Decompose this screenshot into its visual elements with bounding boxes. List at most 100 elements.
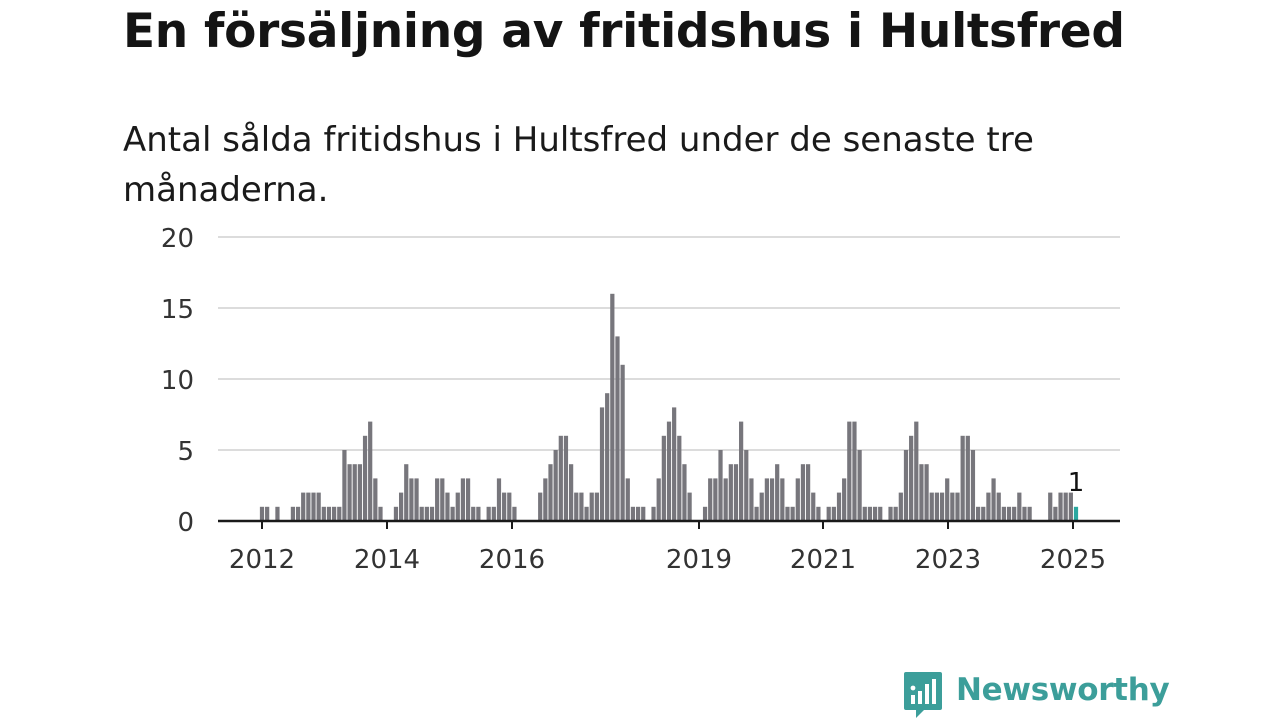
bar	[538, 492, 543, 521]
bar	[450, 506, 455, 521]
bar	[352, 464, 357, 521]
bar	[295, 506, 301, 521]
x-tick-label: 2012	[229, 545, 295, 575]
bar	[316, 492, 321, 521]
bar	[290, 506, 296, 521]
bar-latest	[1073, 506, 1079, 521]
bar	[1006, 506, 1012, 521]
y-tick-label: 5	[177, 437, 194, 467]
bar	[615, 336, 620, 521]
bar	[847, 421, 852, 521]
bar	[347, 464, 352, 521]
bar	[321, 506, 326, 521]
bar	[764, 478, 769, 521]
bar	[610, 293, 615, 521]
bar	[903, 450, 909, 521]
bar	[548, 464, 553, 521]
bar	[409, 478, 414, 521]
bar	[816, 506, 821, 521]
bar	[558, 435, 563, 521]
bar	[311, 492, 316, 521]
bar	[867, 506, 873, 521]
bar	[939, 492, 945, 521]
x-tick-label: 2014	[354, 545, 420, 575]
y-tick-label: 20	[161, 224, 194, 254]
bar	[723, 478, 728, 521]
bar	[574, 492, 579, 521]
bar	[424, 506, 429, 521]
bar	[429, 506, 435, 521]
bar	[682, 464, 687, 521]
bar	[471, 506, 476, 521]
bar	[945, 478, 950, 521]
bar	[759, 492, 764, 521]
bar	[435, 478, 440, 521]
bar	[326, 506, 332, 521]
bar	[605, 393, 610, 521]
bar	[1001, 506, 1006, 521]
bar	[373, 478, 378, 521]
bar	[862, 506, 867, 521]
bar	[919, 464, 924, 521]
bar	[357, 464, 362, 521]
bar	[491, 506, 496, 521]
bar	[620, 364, 625, 521]
bar	[496, 478, 502, 521]
bar	[440, 478, 445, 521]
bar	[265, 506, 270, 521]
chart-title: En försäljning av fritidshus i Hultsfred	[123, 4, 1125, 59]
bar	[795, 478, 800, 521]
bar	[465, 478, 471, 521]
bar	[1058, 492, 1063, 521]
bar	[970, 450, 976, 521]
bar	[960, 435, 965, 521]
brand-name: Newsworthy	[956, 672, 1170, 708]
bar	[553, 450, 558, 521]
grid-lines	[218, 236, 1120, 451]
y-tick-label: 0	[177, 508, 194, 538]
bar	[301, 492, 306, 521]
bar	[502, 492, 507, 521]
bar	[306, 492, 311, 521]
bar	[965, 435, 970, 521]
x-axis-labels: 2012 2014 2016 2019 2021 2023 2025	[229, 545, 1106, 575]
bar	[826, 506, 831, 521]
bar	[986, 492, 991, 521]
bar	[852, 421, 857, 521]
bar	[599, 407, 605, 521]
bar	[780, 478, 785, 521]
bar	[342, 450, 347, 521]
bar	[419, 506, 424, 521]
bar	[713, 478, 718, 521]
latest-value-label: 1	[1068, 468, 1085, 498]
bar	[414, 478, 419, 521]
bar	[754, 506, 759, 521]
y-tick-label: 10	[161, 366, 194, 396]
bar	[718, 450, 723, 521]
bar	[666, 421, 672, 521]
bar	[460, 478, 466, 521]
bars	[259, 293, 1079, 521]
bar	[733, 464, 739, 521]
y-tick-label: 15	[161, 295, 194, 325]
bar	[739, 421, 744, 521]
bar	[455, 492, 460, 521]
bar	[672, 407, 677, 521]
bar	[769, 478, 775, 521]
bar	[831, 506, 836, 521]
chart-subtitle: Antal sålda fritidshus i Hultsfred under…	[123, 120, 1034, 210]
bar	[368, 421, 373, 521]
brand-logo: Newsworthy	[902, 670, 1170, 720]
bar	[836, 492, 842, 521]
bar	[543, 478, 548, 521]
bar	[893, 506, 898, 521]
bar	[512, 506, 517, 521]
x-tick-label: 2016	[479, 545, 545, 575]
bar	[702, 506, 708, 521]
bar	[651, 506, 656, 521]
newsworthy-logo-icon	[904, 672, 942, 718]
bar	[898, 492, 903, 521]
bar	[641, 506, 646, 521]
bar	[929, 492, 934, 521]
bar	[790, 506, 795, 521]
